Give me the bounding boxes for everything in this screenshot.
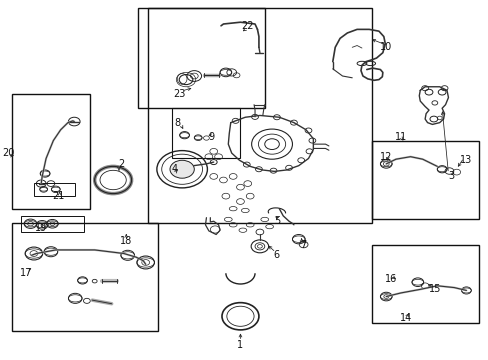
Text: 12: 12 bbox=[379, 152, 392, 162]
Text: 20: 20 bbox=[2, 148, 14, 158]
Text: 18: 18 bbox=[120, 236, 132, 246]
Circle shape bbox=[170, 160, 194, 178]
Text: 6: 6 bbox=[273, 250, 280, 260]
Text: 4: 4 bbox=[171, 164, 178, 174]
Text: 17: 17 bbox=[20, 268, 33, 278]
Bar bbox=[34, 183, 75, 196]
Text: 11: 11 bbox=[394, 132, 406, 142]
Text: 23: 23 bbox=[173, 89, 185, 99]
Text: 7: 7 bbox=[300, 239, 306, 249]
Text: 1: 1 bbox=[237, 340, 243, 350]
Text: 19: 19 bbox=[35, 224, 47, 233]
Text: 22: 22 bbox=[241, 21, 253, 31]
Bar bbox=[148, 8, 371, 223]
Text: 10: 10 bbox=[379, 42, 391, 52]
Bar bbox=[371, 244, 478, 323]
Bar bbox=[21, 216, 84, 232]
Text: 9: 9 bbox=[208, 132, 214, 142]
Bar bbox=[12, 94, 90, 209]
Text: 15: 15 bbox=[428, 284, 440, 294]
Text: 8: 8 bbox=[174, 118, 180, 128]
Bar bbox=[172, 108, 240, 158]
Text: 16: 16 bbox=[384, 274, 396, 284]
Text: 3: 3 bbox=[448, 171, 454, 181]
Bar bbox=[371, 140, 478, 220]
Text: 21: 21 bbox=[52, 191, 64, 201]
Text: 2: 2 bbox=[118, 159, 124, 169]
Text: 13: 13 bbox=[459, 155, 471, 165]
Bar bbox=[138, 8, 264, 108]
Bar bbox=[12, 223, 158, 330]
Text: 14: 14 bbox=[399, 313, 411, 323]
Text: 5: 5 bbox=[273, 216, 280, 226]
